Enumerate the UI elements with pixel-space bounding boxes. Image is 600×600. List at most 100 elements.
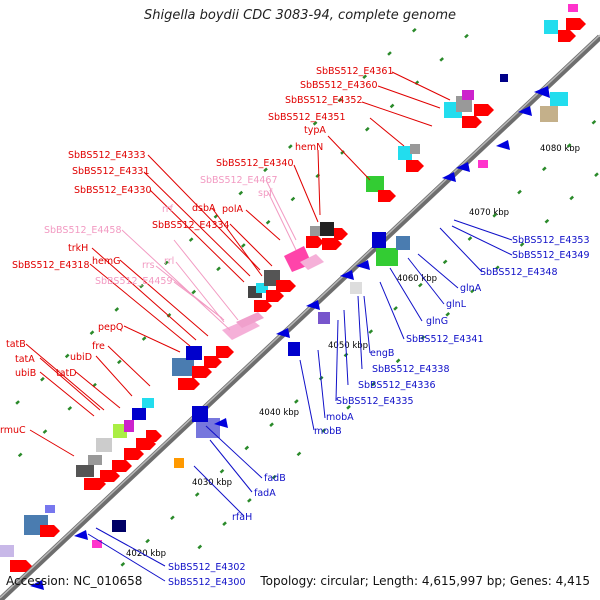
gene-feature (256, 283, 268, 293)
gene-label: hemG (92, 256, 120, 267)
gene-feature (45, 505, 55, 513)
gene-feature (96, 438, 112, 452)
tick-mark (346, 405, 351, 410)
tick-mark (439, 57, 444, 62)
gene-label: SbBS512_E4336 (358, 380, 436, 391)
tick-mark (219, 468, 225, 474)
tick-mark (368, 329, 374, 334)
tick-mark (494, 265, 500, 271)
tick-mark (89, 330, 95, 335)
tick-mark (15, 400, 20, 405)
gene-label: SbBS512_E4361 (316, 66, 394, 77)
gene-arrow (306, 236, 324, 248)
tick-mark (170, 515, 175, 521)
gene-feature (132, 408, 146, 420)
tick-mark (442, 259, 448, 265)
gene-arrow (340, 270, 354, 280)
gene-label: SbBS512_E4352 (285, 95, 363, 106)
plus-strand-features (0, 4, 586, 572)
rna-label: spf (258, 188, 273, 199)
tick-mark (544, 218, 550, 224)
tick-mark (216, 266, 221, 272)
tick-label-4030: 4030 kbp (192, 478, 232, 488)
tick-mark (120, 562, 126, 567)
tick-mark (17, 452, 23, 458)
gene-feature (550, 92, 568, 106)
tick-mark (364, 126, 370, 132)
gene-label: rmuC (0, 425, 26, 436)
tick-mark (241, 243, 246, 248)
tick-mark (114, 307, 120, 312)
tick-mark (67, 406, 73, 411)
gene-arrow (462, 116, 482, 128)
gene-arrow (406, 160, 424, 172)
gene-label: SbBS512_E4349 (512, 250, 590, 261)
tick-mark (395, 358, 401, 364)
gene-feature (92, 540, 102, 548)
tick-mark (389, 103, 395, 109)
gene-label: SbBS512_E4318 (12, 260, 90, 271)
tick-mark (141, 336, 147, 341)
gene-feature (113, 424, 127, 438)
gene-label: SbBS512_E4300 (168, 577, 246, 588)
tick-mark (420, 335, 426, 340)
gene-arrow (266, 290, 284, 302)
map-title: Shigella boydii CDC 3083-94, complete ge… (143, 8, 457, 23)
tick-mark (542, 166, 547, 172)
rna-label: rrs (142, 260, 155, 271)
tick-mark (294, 399, 299, 404)
rna-feature (236, 312, 264, 328)
gene-label: SbBS512_E4348 (480, 267, 558, 278)
gene-label: SbBS512_E4334 (152, 220, 230, 231)
gene-label: trkH (68, 243, 88, 254)
genome-summary-text: Topology: circular; Length: 4,615,997 bp… (260, 574, 590, 588)
tick-mark (467, 236, 473, 241)
tick-mark (591, 119, 597, 125)
gene-feature (320, 222, 334, 236)
gene-arrow (30, 580, 44, 590)
gene-arrow (378, 190, 396, 202)
minus-strand-features (30, 74, 568, 590)
gene-feature (478, 160, 488, 168)
gene-label: mobA (326, 412, 354, 423)
rna-label: rrl (164, 256, 174, 267)
gene-label: mobB (314, 426, 342, 437)
tick-mark (594, 172, 599, 177)
gene-label: glnG (426, 316, 448, 327)
gene-arrow (456, 162, 470, 172)
gene-arrow (204, 356, 222, 368)
gene-feature (124, 420, 134, 432)
tick-mark (117, 359, 122, 365)
gene-arrow (276, 280, 296, 292)
gene-arrow (214, 418, 228, 428)
gene-feature (396, 236, 410, 250)
gene-feature (186, 346, 202, 360)
gene-label: polA (222, 204, 243, 215)
tick-mark (569, 195, 575, 201)
gene-feature (398, 146, 412, 160)
rna-label: rrf (162, 204, 174, 215)
gene-arrow (322, 238, 342, 250)
tick-mark (222, 521, 227, 526)
gene-arrow (496, 140, 510, 150)
gene-feature (376, 248, 398, 266)
gene-arrow (306, 300, 320, 310)
tick-marks (15, 27, 599, 567)
gene-label: SbBS512_E4330 (74, 185, 152, 196)
gene-label: hemN (295, 142, 323, 153)
gene-arrow (474, 104, 494, 116)
gene-arrow (192, 366, 212, 378)
gene-arrow (534, 86, 550, 98)
gene-label: SbBS512_E4335 (336, 396, 414, 407)
gene-arrow (216, 346, 234, 358)
gene-feature (174, 458, 184, 468)
gene-label: fadB (264, 473, 286, 484)
gene-arrow (146, 430, 162, 442)
tick-mark (139, 283, 144, 289)
tick-mark (362, 74, 368, 80)
gene-arrow (518, 106, 532, 116)
gene-feature (192, 406, 208, 422)
gene-label: pepQ (98, 322, 123, 333)
gene-label: glnA (460, 283, 482, 294)
